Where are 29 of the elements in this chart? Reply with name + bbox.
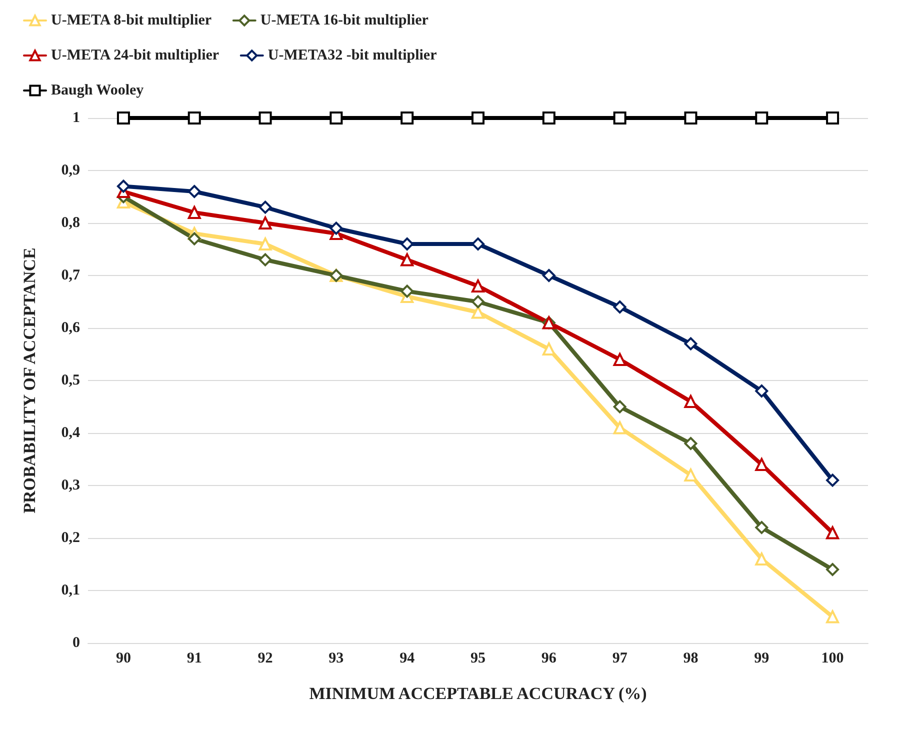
x-tick-label: 100 xyxy=(821,650,844,666)
legend-label: U-META 8-bit multiplier xyxy=(51,12,212,28)
x-axis-title: MINIMUM ACCEPTABLE ACCURACY (%) xyxy=(309,684,647,703)
x-tick-label: 95 xyxy=(470,650,486,666)
legend-label: U-META32 -bit multiplier xyxy=(268,48,438,64)
y-tick-label: 0,1 xyxy=(61,582,80,598)
x-tick-label: 98 xyxy=(683,650,698,666)
x-tick-label: 97 xyxy=(612,650,628,666)
x-tick-label: 91 xyxy=(186,650,202,666)
y-tick-label: 0,8 xyxy=(61,215,80,231)
x-tick-label: 90 xyxy=(116,650,131,666)
y-tick-label: 1 xyxy=(72,110,80,126)
legend-label: U-META 16-bit multiplier xyxy=(260,12,429,28)
y-tick-label: 0,2 xyxy=(61,530,80,546)
y-tick-label: 0,3 xyxy=(61,478,80,494)
y-tick-label: 0,6 xyxy=(61,320,80,336)
x-tick-label: 94 xyxy=(400,650,416,666)
x-tick-label: 96 xyxy=(541,650,557,666)
y-axis-title: PROBABILITY OF ACCEPTANCE xyxy=(20,248,39,514)
y-tick-label: 0,4 xyxy=(61,425,80,441)
y-tick-label: 0 xyxy=(72,635,80,651)
legend-label: U-META 24-bit multiplier xyxy=(51,48,220,64)
y-tick-label: 0,5 xyxy=(61,372,80,388)
legend-label: Baugh Wooley xyxy=(51,82,144,98)
x-tick-label: 93 xyxy=(328,650,344,666)
y-tick-label: 0,7 xyxy=(61,268,80,284)
x-tick-label: 92 xyxy=(258,650,273,666)
y-tick-label: 0,9 xyxy=(61,162,80,178)
x-tick-label: 99 xyxy=(754,650,770,666)
